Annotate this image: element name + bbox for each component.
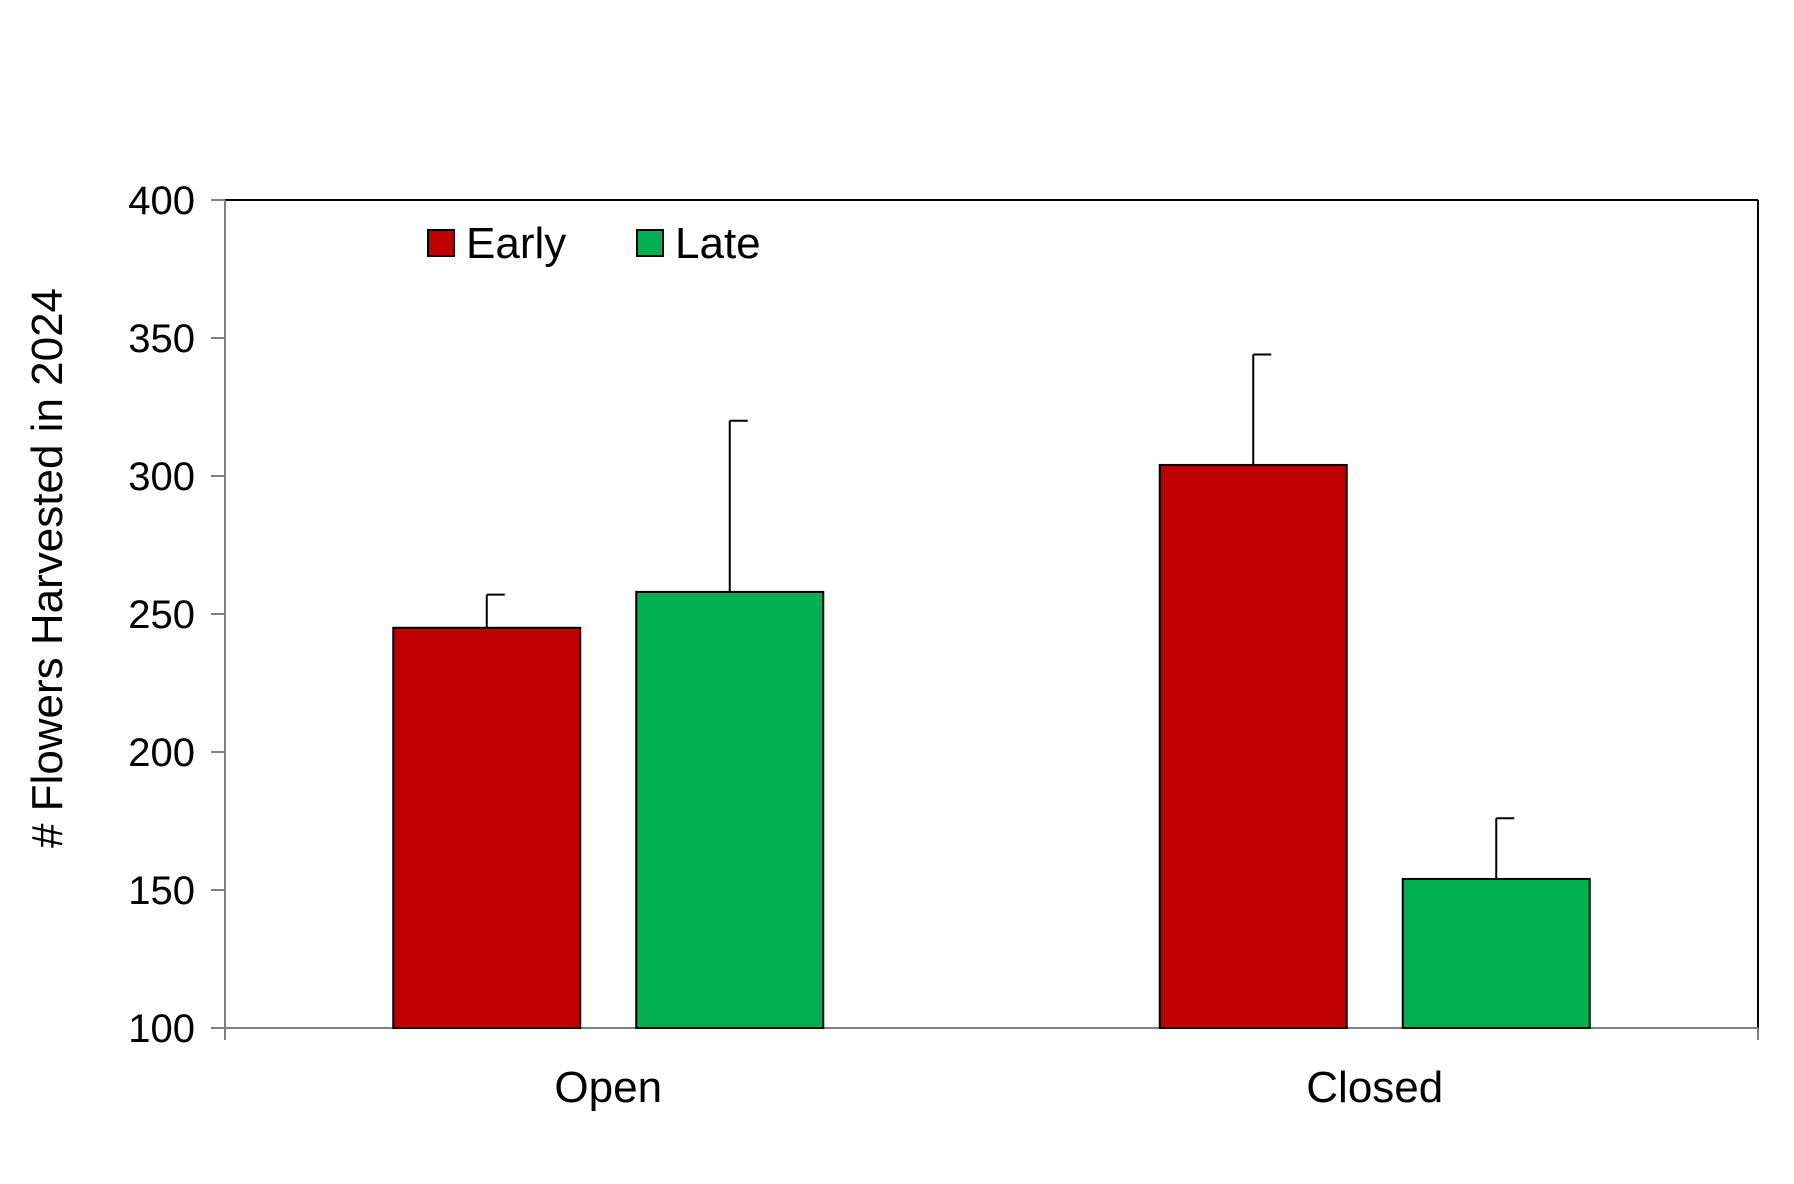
legend-swatch-early	[427, 229, 455, 257]
x-category-label: Closed	[1306, 1063, 1443, 1112]
x-axis: Open Closed	[225, 1027, 1759, 1112]
y-tick-label: 100	[128, 1007, 195, 1051]
y-axis: 100 150 200 250 300 350 400	[128, 179, 226, 1051]
legend-label-early: Early	[466, 219, 566, 268]
y-tick-label: 400	[128, 179, 195, 223]
y-tick-label: 300	[128, 455, 195, 499]
bar-late-closed	[1401, 877, 1591, 1030]
legend: Early Late	[427, 219, 761, 268]
bars-group	[392, 353, 1591, 1030]
bar-late-open	[635, 590, 825, 1029]
y-tick-label: 200	[128, 731, 195, 775]
y-tick-label: 350	[128, 317, 195, 361]
bar-early-open	[392, 626, 582, 1029]
x-category-label: Open	[554, 1063, 662, 1112]
y-tick-label: 150	[128, 869, 195, 913]
bar-early-closed	[1158, 463, 1348, 1029]
legend-label-late: Late	[675, 219, 761, 268]
y-axis-title: # Flowers Harvested in 2024	[23, 288, 72, 848]
plot-frame	[225, 199, 1759, 1028]
y-tick-label: 250	[128, 593, 195, 637]
legend-swatch-late	[636, 229, 664, 257]
